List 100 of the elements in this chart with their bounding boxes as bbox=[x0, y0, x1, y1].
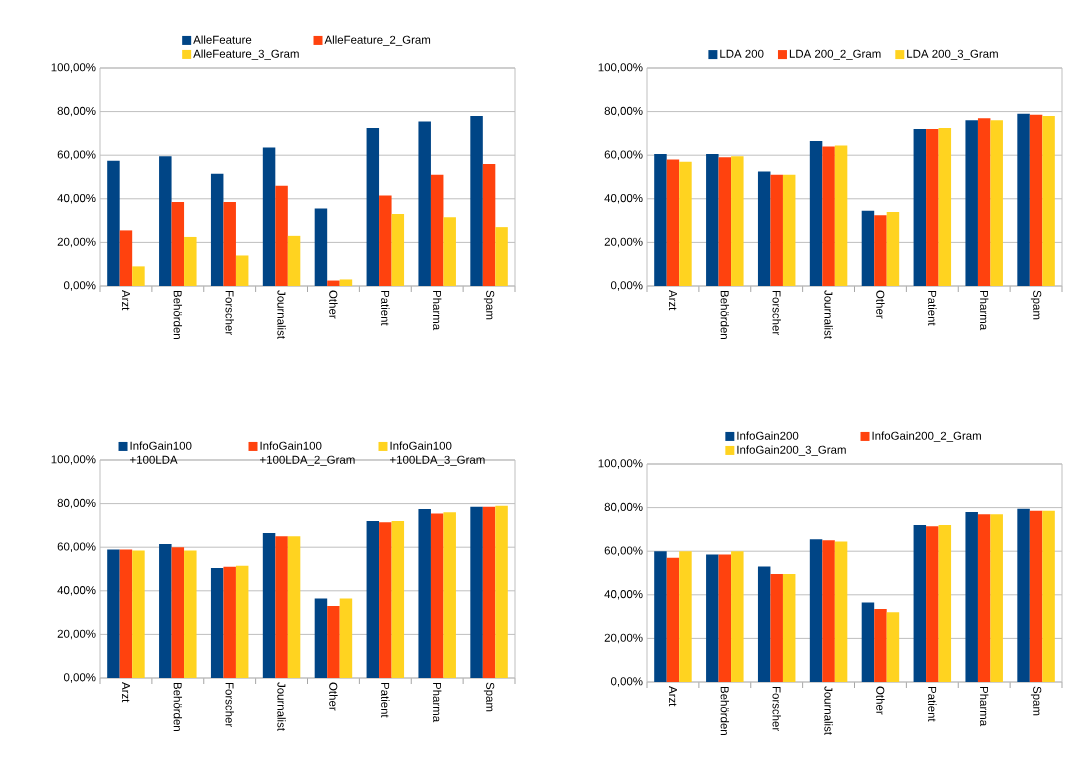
y-tick-label: 100,00% bbox=[51, 455, 96, 465]
bar bbox=[470, 506, 483, 678]
bar bbox=[938, 127, 952, 286]
bar bbox=[886, 612, 900, 682]
bar bbox=[822, 146, 835, 286]
bar bbox=[770, 574, 783, 682]
bar bbox=[757, 171, 771, 286]
x-tick-label: Pharma bbox=[979, 686, 989, 727]
x-tick-label: Pharma bbox=[432, 682, 442, 723]
bar bbox=[418, 509, 431, 678]
y-tick-label: 80,00% bbox=[57, 498, 96, 509]
x-tick-label: Journalist bbox=[277, 682, 286, 731]
bar bbox=[223, 202, 236, 286]
y-tick-label: 20,00% bbox=[57, 629, 96, 640]
x-tick-label: Patient bbox=[381, 682, 390, 718]
x-tick-label: Forscher bbox=[772, 686, 781, 732]
x-tick-label: Patient bbox=[381, 290, 390, 326]
bar bbox=[314, 208, 328, 286]
bar bbox=[834, 541, 848, 682]
bar bbox=[1042, 115, 1055, 286]
bar bbox=[418, 121, 431, 286]
x-tick-label: Pharma bbox=[979, 290, 989, 331]
x-tick-label: Arzt bbox=[668, 686, 677, 707]
y-tick-label: 0,00% bbox=[63, 673, 96, 683]
bar bbox=[391, 214, 405, 286]
y-tick-label: 40,00% bbox=[604, 590, 643, 600]
bar bbox=[1029, 114, 1043, 286]
legend-label: AlleFeature_2_Gram bbox=[324, 35, 431, 46]
y-tick-label: 0,00% bbox=[610, 281, 643, 291]
bar bbox=[339, 598, 353, 678]
bar bbox=[443, 512, 456, 678]
y-tick-label: 100,00% bbox=[598, 63, 643, 73]
bar bbox=[159, 543, 172, 678]
y-tick-label: 80,00% bbox=[57, 106, 96, 117]
bar bbox=[184, 550, 197, 678]
x-tick-label: Arzt bbox=[668, 290, 677, 311]
legend-label: LDA 200_3_Gram bbox=[907, 49, 998, 61]
bar bbox=[654, 551, 667, 682]
bar bbox=[171, 547, 185, 678]
bar bbox=[679, 161, 692, 286]
x-tick-label: Spam bbox=[1030, 686, 1042, 716]
bar bbox=[262, 147, 276, 286]
bar bbox=[809, 141, 823, 286]
bar bbox=[770, 174, 783, 286]
bar bbox=[430, 174, 444, 286]
bar bbox=[210, 173, 224, 286]
x-tick-label: Arzt bbox=[121, 290, 130, 311]
legend-label: InfoGain100 +100LDA_2_Gram bbox=[260, 441, 355, 466]
bar bbox=[132, 266, 145, 286]
bar bbox=[287, 536, 301, 678]
y-tick-label: 60,00% bbox=[604, 546, 643, 556]
bar bbox=[470, 115, 483, 286]
y-tick-label: 40,00% bbox=[57, 194, 96, 204]
legend-label: LDA 200_2_Gram bbox=[789, 49, 881, 61]
bar bbox=[262, 533, 276, 678]
bar bbox=[275, 536, 288, 678]
bar bbox=[834, 145, 848, 286]
bar bbox=[379, 522, 392, 678]
bar bbox=[965, 120, 978, 286]
x-tick-label: Patient bbox=[928, 686, 937, 722]
bar bbox=[990, 514, 1003, 682]
bar bbox=[210, 567, 224, 678]
bar bbox=[1042, 510, 1055, 682]
bar bbox=[495, 505, 508, 678]
bar bbox=[731, 156, 744, 286]
x-tick-label: Behörden bbox=[720, 686, 730, 735]
bar bbox=[107, 160, 120, 286]
bar bbox=[706, 554, 719, 682]
x-tick-label: Spam bbox=[483, 290, 495, 320]
legend-label: InfoGain200 bbox=[737, 431, 799, 440]
x-tick-label: Spam bbox=[483, 682, 495, 712]
legend-label: LDA 200 bbox=[720, 49, 764, 58]
bar bbox=[119, 549, 133, 678]
bar bbox=[107, 549, 120, 678]
bar bbox=[718, 554, 732, 682]
x-tick-label: Journalist bbox=[824, 290, 833, 339]
x-tick-label: Other bbox=[876, 290, 885, 319]
legend-label: InfoGain100 +100LDA_3_Gram bbox=[390, 441, 485, 466]
x-tick-label: Journalist bbox=[824, 686, 833, 735]
bar bbox=[223, 566, 236, 678]
bar bbox=[666, 557, 680, 682]
bar bbox=[1017, 113, 1030, 286]
bar bbox=[990, 120, 1003, 286]
bar bbox=[443, 217, 456, 286]
bar bbox=[235, 255, 249, 286]
bar bbox=[809, 539, 823, 682]
bar bbox=[706, 154, 719, 286]
legend-label: AlleFeature bbox=[193, 35, 252, 44]
bar bbox=[366, 521, 380, 678]
bar bbox=[926, 129, 939, 286]
bar bbox=[861, 602, 875, 682]
bar bbox=[666, 159, 680, 286]
x-tick-label: Forscher bbox=[772, 290, 781, 336]
y-tick-label: 80,00% bbox=[604, 502, 643, 513]
x-tick-label: Patient bbox=[928, 290, 937, 326]
x-tick-label: Behörden bbox=[173, 290, 183, 339]
bar bbox=[782, 574, 796, 682]
bar bbox=[822, 540, 835, 682]
x-tick-label: Other bbox=[329, 682, 338, 711]
bar bbox=[679, 551, 692, 682]
